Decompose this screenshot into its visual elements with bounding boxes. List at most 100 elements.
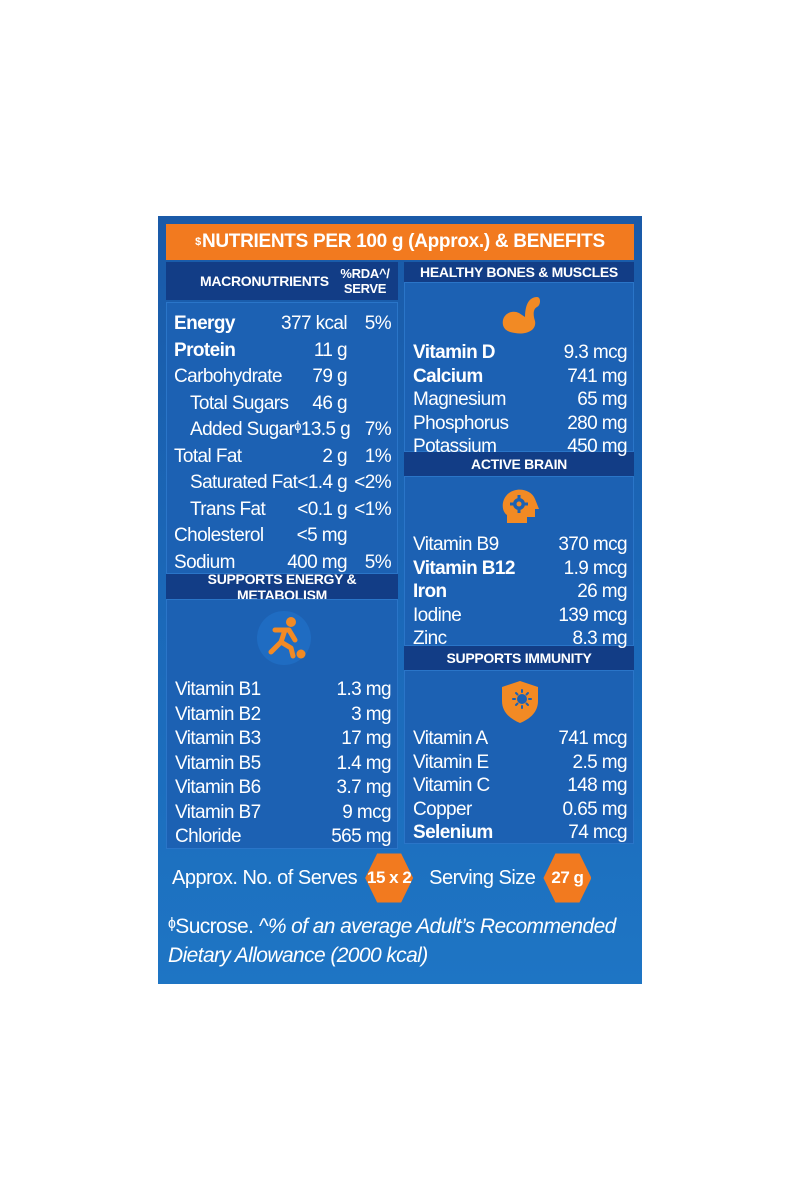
serving-size-badge: 27 g — [543, 853, 592, 903]
nutrient-rda — [347, 338, 391, 365]
nutrient-row: Chloride 565 mg — [175, 825, 392, 850]
nutrient-value: 13.5 g — [300, 419, 351, 440]
nutrient-name: Added Sugarᶲ — [190, 419, 301, 440]
rda-header-label: %RDA^/ SERVE — [340, 266, 390, 296]
nutrient-row: Total Fat 2 g 1% — [174, 444, 392, 471]
nutrient-row: Added Sugarᶲ 13.5 g 7% — [174, 417, 392, 444]
brain-gear-icon — [413, 487, 627, 527]
nutrient-value: 79 g — [312, 366, 347, 387]
nutrient-row: Phosphorus 280 mg — [413, 412, 628, 436]
nutrient-name: Trans Fat — [190, 498, 266, 520]
nutrient-value: 741 mcg — [558, 728, 627, 749]
nutrient-name: Cholesterol — [174, 525, 264, 546]
nutrient-value: 377 kcal — [281, 313, 348, 334]
nutrient-name: Selenium — [413, 822, 493, 843]
footnote-line-1: ᶲSucrose. ^% of an average Adult’s Recom… — [168, 912, 628, 941]
nutrient-value: 46 g — [312, 392, 347, 414]
nutrient-row: Vitamin B6 3.7 mg — [175, 776, 392, 801]
nutrient-value: 741 mg — [567, 365, 627, 387]
nutrient-value: 3.7 mg — [336, 777, 392, 798]
nutrient-value: <1.4 g — [297, 472, 348, 493]
nutrient-value: 565 mg — [331, 826, 391, 847]
nutrient-row: Vitamin B3 17 mg — [175, 727, 392, 752]
nutrient-row: Selenium 74 mcg — [413, 821, 628, 845]
energy-metabolism-header: SUPPORTS ENERGY & METABOLISM — [166, 571, 398, 603]
immunity-header-label: SUPPORTS IMMUNITY — [446, 650, 592, 666]
nutrient-row: Energy 377 kcal 5% — [174, 311, 392, 338]
nutrient-row: Copper 0.65 mg — [413, 798, 628, 822]
right-column: HEALTHY BONES & MUSCLES Vitamin D 9.3 mcg… — [404, 262, 634, 844]
nutrient-row: Vitamin E 2.5 mg — [413, 751, 628, 775]
nutrient-name: Energy — [174, 313, 235, 334]
macronutrients-rows: Energy 377 kcal 5% Protein 11 g Carbohydrate 7… — [174, 311, 392, 576]
bones-muscles-table: Vitamin D 9.3 mcg Calcium 741 mg Magnesium 65… — [404, 282, 634, 457]
nutrient-name: Vitamin B6 — [175, 777, 261, 798]
nutrient-name: Potassium — [413, 436, 497, 457]
nutrition-title: $ NUTRIENTS PER 100 g (Approx.) & BENEFI… — [166, 224, 634, 260]
serves-value: 15 x 2 — [367, 868, 412, 887]
nutrient-name: Sodium — [174, 551, 235, 573]
title-text: NUTRIENTS PER 100 g (Approx.) & BENEFITS — [201, 231, 605, 252]
nutrient-value: 3 mg — [351, 703, 391, 725]
nutrient-value: 1.3 mg — [336, 679, 392, 700]
nutrient-row: Vitamin D 9.3 mcg — [413, 341, 628, 365]
nutrient-row: Vitamin B5 1.4 mg — [175, 752, 392, 777]
nutrient-value: 26 mg — [577, 581, 627, 602]
serves-row: Approx. No. of Serves 15 x 2 Serving Siz… — [166, 852, 634, 904]
nutrient-name: Vitamin B3 — [175, 728, 261, 749]
nutrient-value: 148 mg — [567, 775, 627, 796]
nutrient-rda: <1% — [354, 498, 391, 520]
nutrient-value: 1.4 mg — [336, 752, 392, 774]
nutrient-name: Zinc — [413, 628, 447, 649]
nutrient-row: Vitamin C 148 mg — [413, 774, 628, 798]
nutrient-name: Vitamin B2 — [175, 703, 261, 725]
nutrient-name: Chloride — [175, 826, 242, 847]
nutrient-row: Vitamin A 741 mcg — [413, 727, 628, 751]
nutrient-value: 17 mg — [341, 728, 391, 749]
nutrient-name: Total Sugars — [190, 392, 289, 414]
nutrient-name: Phosphorus — [413, 412, 509, 434]
nutrient-name: Calcium — [413, 365, 483, 387]
nutrient-rda: 7% — [364, 419, 392, 440]
nutrient-name: Vitamin B7 — [175, 801, 261, 823]
nutrient-name: Vitamin B9 — [413, 534, 499, 555]
active-brain-header: ACTIVE BRAIN — [404, 452, 634, 476]
nutrient-value: 2 g — [322, 445, 347, 467]
nutrient-name: Vitamin B12 — [413, 557, 515, 579]
nutrient-rda: 5% — [364, 551, 392, 573]
active-brain-table: Vitamin B9 370 mcg Vitamin B12 1.9 mcg Iron 2… — [404, 476, 634, 649]
macronutrients-table: Energy 377 kcal 5% Protein 11 g Carbohydrate 7… — [166, 302, 398, 574]
nutrient-name: Vitamin E — [413, 751, 489, 773]
immunity-table: Vitamin A 741 mcg Vitamin E 2.5 mg Vitamin C… — [404, 670, 634, 844]
nutrient-rda: 1% — [364, 445, 392, 467]
nutrient-name: Vitamin A — [413, 728, 488, 749]
macronutrients-header: MACRONUTRIENTS %RDA^/ SERVE — [166, 262, 398, 300]
nutrient-name: Saturated Fat — [190, 472, 298, 493]
nutrient-row: Trans Fat <0.1 g <1% — [174, 497, 392, 524]
footnote: ᶲSucrose. ^% of an average Adult’s Recom… — [168, 912, 628, 970]
nutrient-value: 2.5 mg — [572, 751, 628, 773]
serving-size-label: Serving Size — [429, 866, 536, 889]
nutrient-value: 65 mg — [577, 389, 627, 410]
nutrient-value: 74 mcg — [568, 822, 627, 843]
flexed-arm-icon — [413, 291, 627, 337]
nutrient-name: Magnesium — [413, 389, 506, 410]
nutrient-row: Potassium 450 mg — [413, 435, 628, 459]
serves-label: Approx. No. of Serves — [172, 866, 358, 889]
bones-muscles-rows: Vitamin D 9.3 mcg Calcium 741 mg Magnesium 65… — [413, 341, 628, 459]
nutrient-value: 370 mcg — [558, 534, 627, 555]
nutrient-value: 139 mcg — [558, 604, 627, 626]
nutrition-panel: $ NUTRIENTS PER 100 g (Approx.) & BENEFI… — [158, 216, 642, 984]
nutrient-value: 1.9 mcg — [563, 557, 628, 579]
nutrient-row: Magnesium 65 mg — [413, 388, 628, 412]
nutrient-name: Vitamin B1 — [175, 679, 261, 700]
nutrient-name: Vitamin B5 — [175, 752, 261, 774]
nutrient-name: Iron — [413, 581, 447, 602]
serves-value-badge: 15 x 2 — [365, 853, 414, 903]
footnote-sucrose: Sucrose. — [175, 915, 254, 938]
bones-muscles-header-label: HEALTHY BONES & MUSCLES — [420, 264, 618, 280]
title-prefix: $ — [195, 236, 201, 248]
nutrient-row: Vitamin B7 9 mcg — [175, 801, 392, 826]
nutrient-name: Protein — [174, 339, 236, 361]
footnote-symbol: ᶲ — [168, 915, 176, 938]
